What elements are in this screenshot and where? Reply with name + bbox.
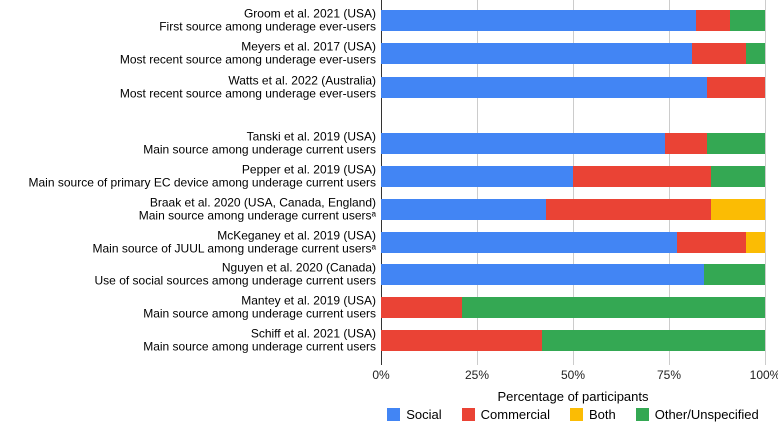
row-label-nguyen-et-al-2020-canada: Nguyen et al. 2020 (Canada) Use of social… <box>0 260 376 288</box>
row-study-label: Groom et al. 2021 (USA) <box>243 6 376 20</box>
row-study-label: Meyers et al. 2017 (USA) <box>241 39 376 53</box>
bar-segment-both <box>711 199 765 220</box>
x-tick-label-25: 25% <box>464 368 490 382</box>
legend-swatch-other-unspecified-icon <box>635 408 649 421</box>
bar-row-braak-et-al-2020-usa-canada-england <box>381 199 765 220</box>
bar-row-mckeganey-et-al-2019-usa <box>381 232 765 253</box>
bar-segment-other-unspecified <box>461 297 765 318</box>
row-study-label: Tanski et al. 2019 (USA) <box>246 129 376 143</box>
bar-row-groom-et-al-2021-usa <box>381 10 765 31</box>
x-tick-label-75: 75% <box>656 368 682 382</box>
row-study-label: McKeganey et al. 2019 (USA) <box>217 228 376 242</box>
legend-item-other-unspecified: Other/Unspecified <box>635 407 759 422</box>
row-label-mckeganey-et-al-2019-usa: McKeganey et al. 2019 (USA) Main source o… <box>0 228 377 256</box>
bar-row-nguyen-et-al-2020-canada <box>381 264 765 285</box>
bar-row-mantey-et-al-2019-usa <box>381 297 765 318</box>
row-measure-label: Most recent source among underage ever-u… <box>119 52 376 67</box>
row-measure-label: Use of social sources among underage cur… <box>94 273 376 288</box>
row-measure-label: First source among underage ever-users <box>159 19 376 34</box>
legend-item-both: Both <box>569 407 616 422</box>
row-study-label: Nguyen et al. 2020 (Canada) <box>221 260 376 274</box>
row-label-schiff-et-al-2021-usa: Schiff et al. 2021 (USA) Main source amon… <box>0 326 376 354</box>
bar-segment-commercial <box>546 199 712 220</box>
bar-segment-commercial <box>692 43 746 64</box>
bar-row-pepper-et-al-2019-usa <box>381 166 765 187</box>
bar-segment-commercial <box>695 10 731 31</box>
legend-label: Social <box>406 407 442 422</box>
row-measure-label: Main source among underage current users <box>143 339 376 354</box>
bar-segment-commercial <box>381 330 543 351</box>
x-tick-label-0: 0% <box>372 368 390 382</box>
bar-segment-social <box>381 232 677 253</box>
row-label-mantey-et-al-2019-usa: Mantey et al. 2019 (USA) Main source amon… <box>0 293 376 321</box>
legend-item-commercial: Commercial <box>461 407 550 422</box>
row-study-label: Braak et al. 2020 (USA, Canada, England) <box>149 195 376 209</box>
legend: Social Commercial Both Other/Unspecified <box>351 407 778 422</box>
legend-label: Commercial <box>480 407 550 422</box>
bar-segment-other-unspecified <box>703 264 765 285</box>
legend-swatch-both-icon <box>569 408 583 421</box>
bar-segment-social <box>381 199 547 220</box>
bar-segment-other-unspecified <box>542 330 765 351</box>
legend-label: Other/Unspecified <box>654 407 759 422</box>
row-label-tanski-et-al-2019-usa: Tanski et al. 2019 (USA) Main source amon… <box>0 129 376 157</box>
bar-row-watts-et-al-2022-australia <box>381 77 765 98</box>
gridline-100 <box>765 0 766 365</box>
bar-segment-social <box>381 166 573 187</box>
row-study-label: Pepper et al. 2019 (USA) <box>241 162 376 176</box>
row-study-label: Schiff et al. 2021 (USA) <box>250 326 376 340</box>
row-measure-label: Main source among underage current users <box>143 142 376 157</box>
row-label-groom-et-al-2021-usa: Groom et al. 2021 (USA) First source amon… <box>0 6 376 34</box>
bar-segment-commercial <box>665 133 708 154</box>
bar-segment-social <box>381 43 693 64</box>
bar-segment-other-unspecified <box>745 43 765 64</box>
legend-label: Both <box>588 407 616 422</box>
row-measure-label: Most recent source among underage ever-u… <box>119 86 376 101</box>
row-label-braak-et-al-2020-usa-canada-england: Braak et al. 2020 (USA, Canada, England)… <box>0 195 376 223</box>
legend-swatch-commercial-icon <box>461 408 475 421</box>
x-axis-title: Percentage of participants <box>497 389 649 404</box>
row-measure-label: Main source of primary EC device among u… <box>28 175 377 190</box>
row-measure-label: Main source among underage current users… <box>138 208 376 223</box>
legend-swatch-social-icon <box>387 408 401 421</box>
bar-segment-social <box>381 77 708 98</box>
x-tick-label-100: 100% <box>749 368 778 382</box>
bar-segment-social <box>381 133 666 154</box>
bar-segment-both <box>745 232 765 253</box>
bar-segment-commercial <box>381 297 462 318</box>
bar-row-schiff-et-al-2021-usa <box>381 330 765 351</box>
row-label-pepper-et-al-2019-usa: Pepper et al. 2019 (USA) Main source of p… <box>0 162 377 190</box>
bar-segment-social <box>381 264 704 285</box>
bar-segment-other-unspecified <box>707 133 765 154</box>
row-measure-label: Main source among underage current users <box>143 306 376 321</box>
bar-segment-other-unspecified <box>711 166 765 187</box>
bar-row-tanski-et-al-2019-usa <box>381 133 765 154</box>
bar-segment-social <box>381 10 696 31</box>
bar-segment-commercial <box>573 166 712 187</box>
row-label-meyers-et-al-2017-usa: Meyers et al. 2017 (USA) Most recent sour… <box>0 39 376 67</box>
row-study-label: Mantey et al. 2019 (USA) <box>241 293 376 307</box>
bar-row-meyers-et-al-2017-usa <box>381 43 765 64</box>
bar-segment-commercial <box>707 77 765 98</box>
bar-segment-commercial <box>676 232 746 253</box>
row-label-watts-et-al-2022-australia: Watts et al. 2022 (Australia) Most recent… <box>0 73 376 101</box>
legend-item-social: Social <box>387 407 442 422</box>
bar-segment-other-unspecified <box>730 10 765 31</box>
row-study-label: Watts et al. 2022 (Australia) <box>228 73 376 87</box>
x-tick-label-50: 50% <box>560 368 586 382</box>
row-measure-label: Main source of JUUL among underage curre… <box>92 241 377 256</box>
